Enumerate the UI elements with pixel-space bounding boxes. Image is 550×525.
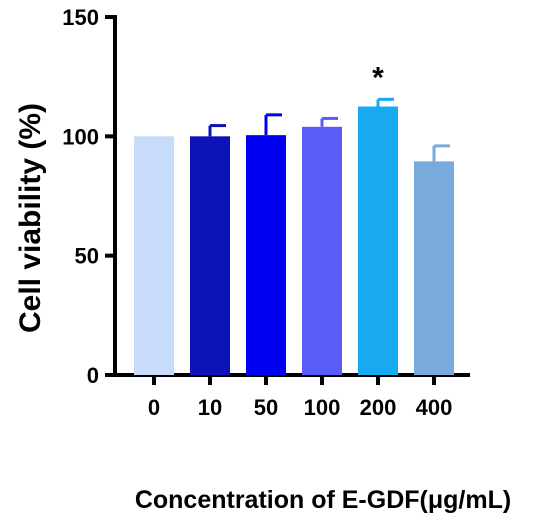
bars — [134, 106, 454, 375]
y-tick-label: 150 — [62, 5, 99, 30]
x-tick-label: 10 — [198, 395, 222, 420]
x-tick-label: 0 — [148, 395, 160, 420]
y-tick-label: 100 — [62, 124, 99, 149]
x-tick-label: 100 — [304, 395, 341, 420]
x-axis: 0 10 50 100 200 400 — [113, 373, 470, 420]
bar — [134, 136, 174, 375]
y-axis: 0 50 100 150 — [62, 5, 117, 388]
significance-marker: * — [372, 61, 384, 94]
bar — [190, 136, 230, 375]
x-tick-label: 200 — [360, 395, 397, 420]
y-tick-label: 0 — [87, 363, 99, 388]
bar — [246, 135, 286, 375]
x-tick-label: 400 — [416, 395, 453, 420]
bar — [302, 126, 342, 375]
x-tick-label: 50 — [254, 395, 278, 420]
annotations: * — [372, 61, 384, 94]
y-tick-label: 50 — [75, 244, 99, 269]
bar — [358, 106, 398, 375]
x-axis-title: Concentration of E-GDF(μg/mL) — [135, 486, 511, 514]
error-bars — [208, 97, 450, 162]
bar — [414, 161, 454, 375]
y-axis-title: Cell viability (%) — [14, 103, 47, 333]
